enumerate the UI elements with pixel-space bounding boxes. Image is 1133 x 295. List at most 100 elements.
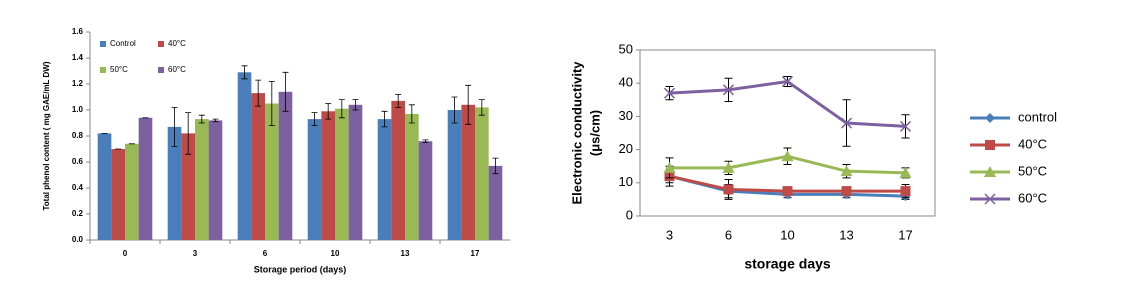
x-tick-label: 17 <box>471 249 480 258</box>
error-bar <box>352 99 359 111</box>
marker <box>663 161 676 173</box>
y-tick-label: 30 <box>619 108 633 123</box>
bar <box>321 111 335 240</box>
y-tick-label: 0 <box>626 207 633 222</box>
marker <box>722 161 735 173</box>
x-tick-label: 6 <box>725 227 732 242</box>
marker <box>781 76 794 88</box>
error-bar <box>311 112 318 126</box>
y-tick-label: 10 <box>619 174 633 189</box>
error-bar <box>255 79 262 107</box>
marker <box>984 166 996 177</box>
marker <box>781 150 794 162</box>
y-tick-label: 0.8 <box>72 131 84 140</box>
bar <box>405 113 419 240</box>
legend-swatch <box>158 41 164 47</box>
error-bar <box>171 107 178 147</box>
bar <box>111 149 125 240</box>
error-bar <box>381 110 388 128</box>
bar <box>335 108 349 240</box>
marker <box>723 184 734 195</box>
x-tick-label: 3 <box>666 227 673 242</box>
bar <box>377 119 392 240</box>
bar <box>391 100 405 241</box>
y-tick-label: 1.2 <box>72 79 84 88</box>
error-bar <box>268 81 275 126</box>
marker <box>984 193 996 205</box>
y-tick-label: 1.0 <box>72 105 84 114</box>
bar <box>181 133 195 240</box>
error-bar <box>408 104 415 124</box>
marker <box>985 140 995 150</box>
legend-label: 50°C <box>1018 163 1047 178</box>
x-tick-label: 3 <box>193 249 198 258</box>
bar <box>138 117 153 240</box>
y-tick-label: 1.4 <box>72 53 84 62</box>
legend-label: 40°C <box>1018 136 1047 151</box>
x-tick-label: 0 <box>123 249 128 258</box>
series-line <box>669 79 906 128</box>
bar <box>265 103 279 240</box>
error-bar <box>212 118 219 123</box>
error-bar <box>198 114 205 124</box>
legend-label: Control <box>110 39 136 48</box>
legend-label: 60°C <box>168 65 186 74</box>
y-tick-label: 0.6 <box>72 157 84 166</box>
legend-label: 40°C <box>168 39 186 48</box>
bar <box>418 141 433 240</box>
x-tick-label: 6 <box>263 249 268 258</box>
legend-label: 60°C <box>1018 190 1047 205</box>
x-tick-label: 13 <box>401 249 410 258</box>
bar <box>307 119 322 240</box>
bar <box>475 107 489 241</box>
y-tick-label: 1.6 <box>72 27 84 36</box>
marker <box>840 165 853 177</box>
bar <box>251 93 265 240</box>
x-axis-label: Storage period (days) <box>254 264 347 274</box>
bar <box>278 91 293 240</box>
legend-swatch <box>100 41 106 47</box>
legend-swatch <box>100 67 106 73</box>
y-tick-label: 40 <box>619 75 633 90</box>
marker <box>722 84 735 96</box>
bar <box>125 143 139 240</box>
error-bar <box>465 84 472 125</box>
y-axis-label: Total phenol content ( mg GAE/mL DW) <box>42 61 51 210</box>
marker <box>900 186 911 197</box>
error-bar <box>492 157 499 175</box>
y-tick-label: 50 <box>619 41 633 56</box>
marker <box>782 186 793 197</box>
y-tick-label: 0.0 <box>72 235 84 244</box>
y-tick-label: 20 <box>619 141 633 156</box>
error-bar <box>282 71 289 112</box>
marker <box>899 166 912 178</box>
x-tick-label: 10 <box>780 227 794 242</box>
error-bar <box>338 99 345 119</box>
error-bar <box>422 139 429 143</box>
bar <box>97 133 112 240</box>
marker <box>841 186 852 197</box>
error-bar <box>325 103 332 120</box>
y-axis-label: Electronic conductivity <box>569 61 584 205</box>
marker <box>985 113 995 123</box>
bar <box>195 119 209 240</box>
error-bar <box>185 112 192 155</box>
plot-frame <box>639 49 936 217</box>
legend-swatch <box>158 67 164 73</box>
bar <box>461 104 475 240</box>
x-axis-label: storage days <box>744 256 831 272</box>
x-tick-label: 13 <box>839 227 853 242</box>
legend-label: 50°C <box>110 65 128 74</box>
x-tick-label: 10 <box>331 249 340 258</box>
marker <box>663 87 676 99</box>
bar <box>447 110 462 240</box>
bar <box>237 72 252 240</box>
bar <box>488 165 503 240</box>
y-tick-label: 0.4 <box>72 183 84 192</box>
bar <box>348 104 363 240</box>
bar <box>167 126 182 240</box>
error-bar <box>451 96 458 124</box>
x-tick-label: 17 <box>898 227 912 242</box>
